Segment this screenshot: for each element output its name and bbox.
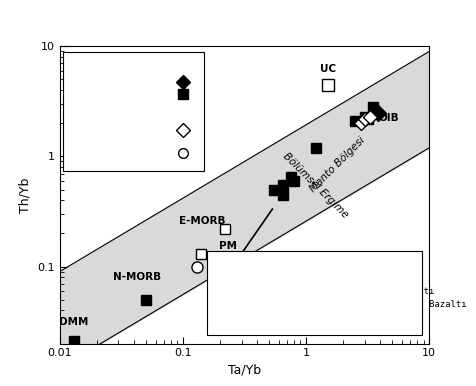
Text: KB
Anadolu: KB Anadolu xyxy=(65,122,84,159)
Text: Nilüfer
Birimi: Nilüfer Birimi xyxy=(91,142,126,164)
Text: DMM    =Tüketilmiş MORB Mantosu: DMM =Tüketilmiş MORB Mantosu xyxy=(213,261,380,270)
Text: OIB: OIB xyxy=(377,113,398,123)
Text: E-MORB: E-MORB xyxy=(178,216,225,226)
Text: Bölümsel Ergime: Bölümsel Ergime xyxy=(281,151,350,220)
Text: PM: PM xyxy=(218,242,237,251)
Text: Manto Bölgesi: Manto Bölgesi xyxy=(307,135,366,194)
Text: UC: UC xyxy=(319,64,335,74)
Y-axis label: Th/Yb: Th/Yb xyxy=(19,177,31,213)
Text: DMM: DMM xyxy=(59,317,88,327)
Text: Devecidağ
Karışığı: Devecidağ Karışığı xyxy=(91,71,146,93)
Text: N-MORB=Normal-Okyanus Ortası Sırt Bazaltı: N-MORB=Normal-Okyanus Ortası Sırt Bazalt… xyxy=(213,287,433,296)
Text: OIB      =Okyanus Adası Bazaltı: OIB =Okyanus Adası Bazaltı xyxy=(213,326,380,335)
Text: Tokat: Tokat xyxy=(70,74,79,97)
X-axis label: Ta/Yb: Ta/Yb xyxy=(228,364,260,377)
Text: PM      =İlksel Manto: PM =İlksel Manto xyxy=(213,274,326,283)
Text: N-MORB: N-MORB xyxy=(113,273,161,282)
Text: Çal Birimi: Çal Birimi xyxy=(91,125,142,135)
Text: E-MORB=Zenginleşmiş-Okyanus Ortası Sırt Bazaltı: E-MORB=Zenginleşmiş-Okyanus Ortası Sırt … xyxy=(213,300,466,309)
Text: Turhal
Metamorfitleri: Turhal Metamorfitleri xyxy=(91,83,165,105)
Text: UC       =Üst Kabuk: UC =Üst Kabuk xyxy=(213,313,316,322)
